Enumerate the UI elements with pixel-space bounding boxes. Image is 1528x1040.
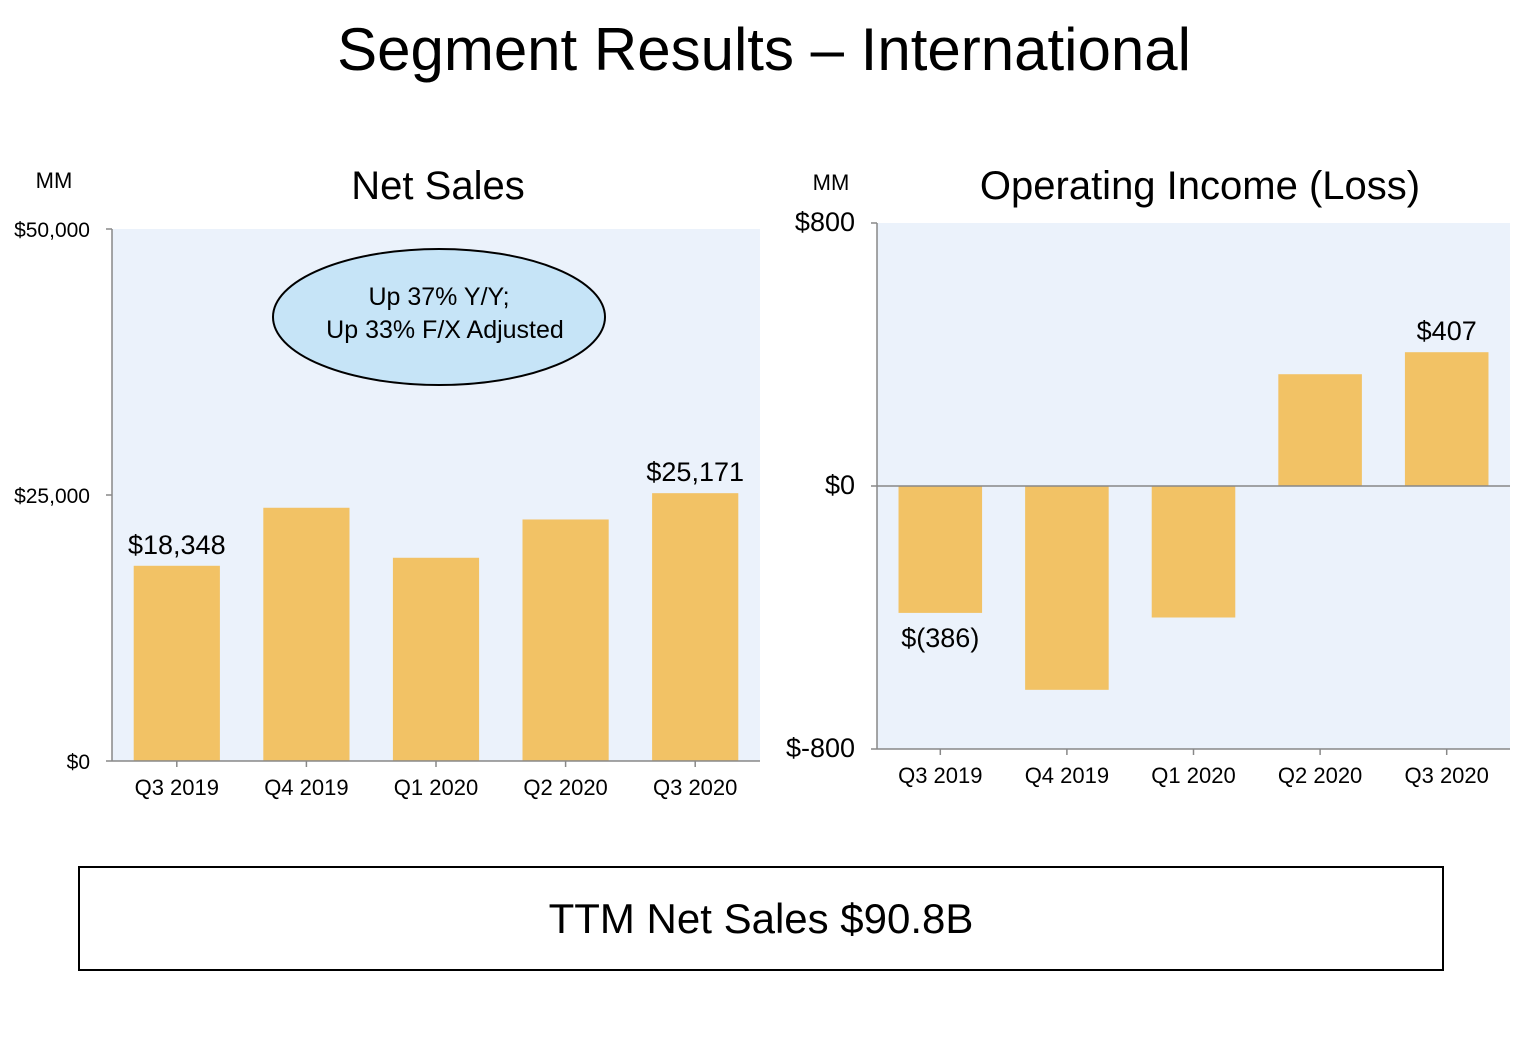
x-tick-label: Q2 2020 bbox=[1278, 763, 1362, 788]
ttm-summary-box: TTM Net Sales $90.8B bbox=[78, 866, 1444, 971]
y-tick-label: $0 bbox=[825, 470, 855, 500]
operating-income-x-ticks: Q3 2019 Q4 2019 Q1 2020 Q2 2020 Q3 2020 bbox=[898, 749, 1489, 788]
x-tick-label: Q3 2020 bbox=[653, 775, 737, 800]
y-tick-label: $-800 bbox=[786, 733, 855, 763]
bar-q1-2020 bbox=[1151, 486, 1236, 618]
operating-income-title: Operating Income (Loss) bbox=[980, 164, 1420, 208]
x-tick-label: Q4 2019 bbox=[1025, 763, 1109, 788]
data-label: $25,171 bbox=[646, 457, 744, 487]
operating-income-y-ticks: $-800 $0 $800 bbox=[786, 207, 877, 763]
bar-q3-2019 bbox=[133, 565, 220, 761]
bar-q1-2020 bbox=[392, 557, 480, 761]
net-sales-title: Net Sales bbox=[351, 164, 524, 208]
y-tick-label: $0 bbox=[67, 751, 90, 774]
operating-income-chart: Operating Income (Loss) MM $-800 $0 $800 Q… bbox=[786, 164, 1510, 788]
operating-income-data-labels: $(386) $407 bbox=[901, 316, 1476, 653]
charts-canvas: Net Sales MM $0 $25,000 $50,000 Q3 2019 Q4 … bbox=[14, 164, 1510, 800]
operating-income-bars bbox=[898, 352, 1489, 690]
data-label: $407 bbox=[1417, 316, 1477, 346]
x-tick-label: Q3 2019 bbox=[898, 763, 982, 788]
bar-q4-2019 bbox=[1025, 486, 1109, 690]
net-sales-data-labels: $18,348 $25,171 bbox=[128, 457, 744, 560]
bar-q3-2020 bbox=[652, 493, 739, 761]
y-tick-label: $25,000 bbox=[14, 485, 90, 508]
data-label: $(386) bbox=[901, 623, 979, 653]
operating-income-unit-label: MM bbox=[813, 170, 850, 195]
x-tick-label: Q3 2020 bbox=[1404, 763, 1488, 788]
bar-q2-2020 bbox=[522, 519, 609, 761]
y-tick-label: $50,000 bbox=[14, 219, 90, 242]
growth-callout: Up 37% Y/Y; Up 33% F/X Adjusted bbox=[272, 248, 606, 386]
page-title: Segment Results – International bbox=[337, 16, 1191, 83]
x-tick-label: Q4 2019 bbox=[264, 775, 348, 800]
bar-q3-2019 bbox=[898, 486, 983, 613]
data-label: $18,348 bbox=[128, 530, 226, 560]
x-tick-label: Q3 2019 bbox=[135, 775, 219, 800]
bar-q2-2020 bbox=[1278, 374, 1362, 486]
bar-q4-2019 bbox=[263, 507, 350, 761]
y-tick-label: $800 bbox=[795, 207, 855, 237]
x-tick-label: Q1 2020 bbox=[394, 775, 478, 800]
growth-callout-line-2: Up 33% F/X Adjusted bbox=[326, 316, 564, 344]
net-sales-chart: Net Sales MM $0 $25,000 $50,000 Q3 2019 Q4 … bbox=[14, 164, 760, 800]
net-sales-unit-label: MM bbox=[36, 168, 73, 193]
net-sales-bars bbox=[133, 493, 739, 761]
x-tick-label: Q1 2020 bbox=[1151, 763, 1235, 788]
growth-callout-bubble bbox=[272, 248, 606, 386]
growth-callout-line-1: Up 37% Y/Y; bbox=[368, 283, 509, 311]
net-sales-x-ticks: Q3 2019 Q4 2019 Q1 2020 Q2 2020 Q3 2020 bbox=[135, 761, 737, 800]
x-tick-label: Q2 2020 bbox=[523, 775, 607, 800]
net-sales-y-ticks: $0 $25,000 $50,000 bbox=[14, 219, 112, 774]
bar-q3-2020 bbox=[1404, 352, 1489, 486]
ttm-summary-text: TTM Net Sales $90.8B bbox=[548, 894, 974, 942]
